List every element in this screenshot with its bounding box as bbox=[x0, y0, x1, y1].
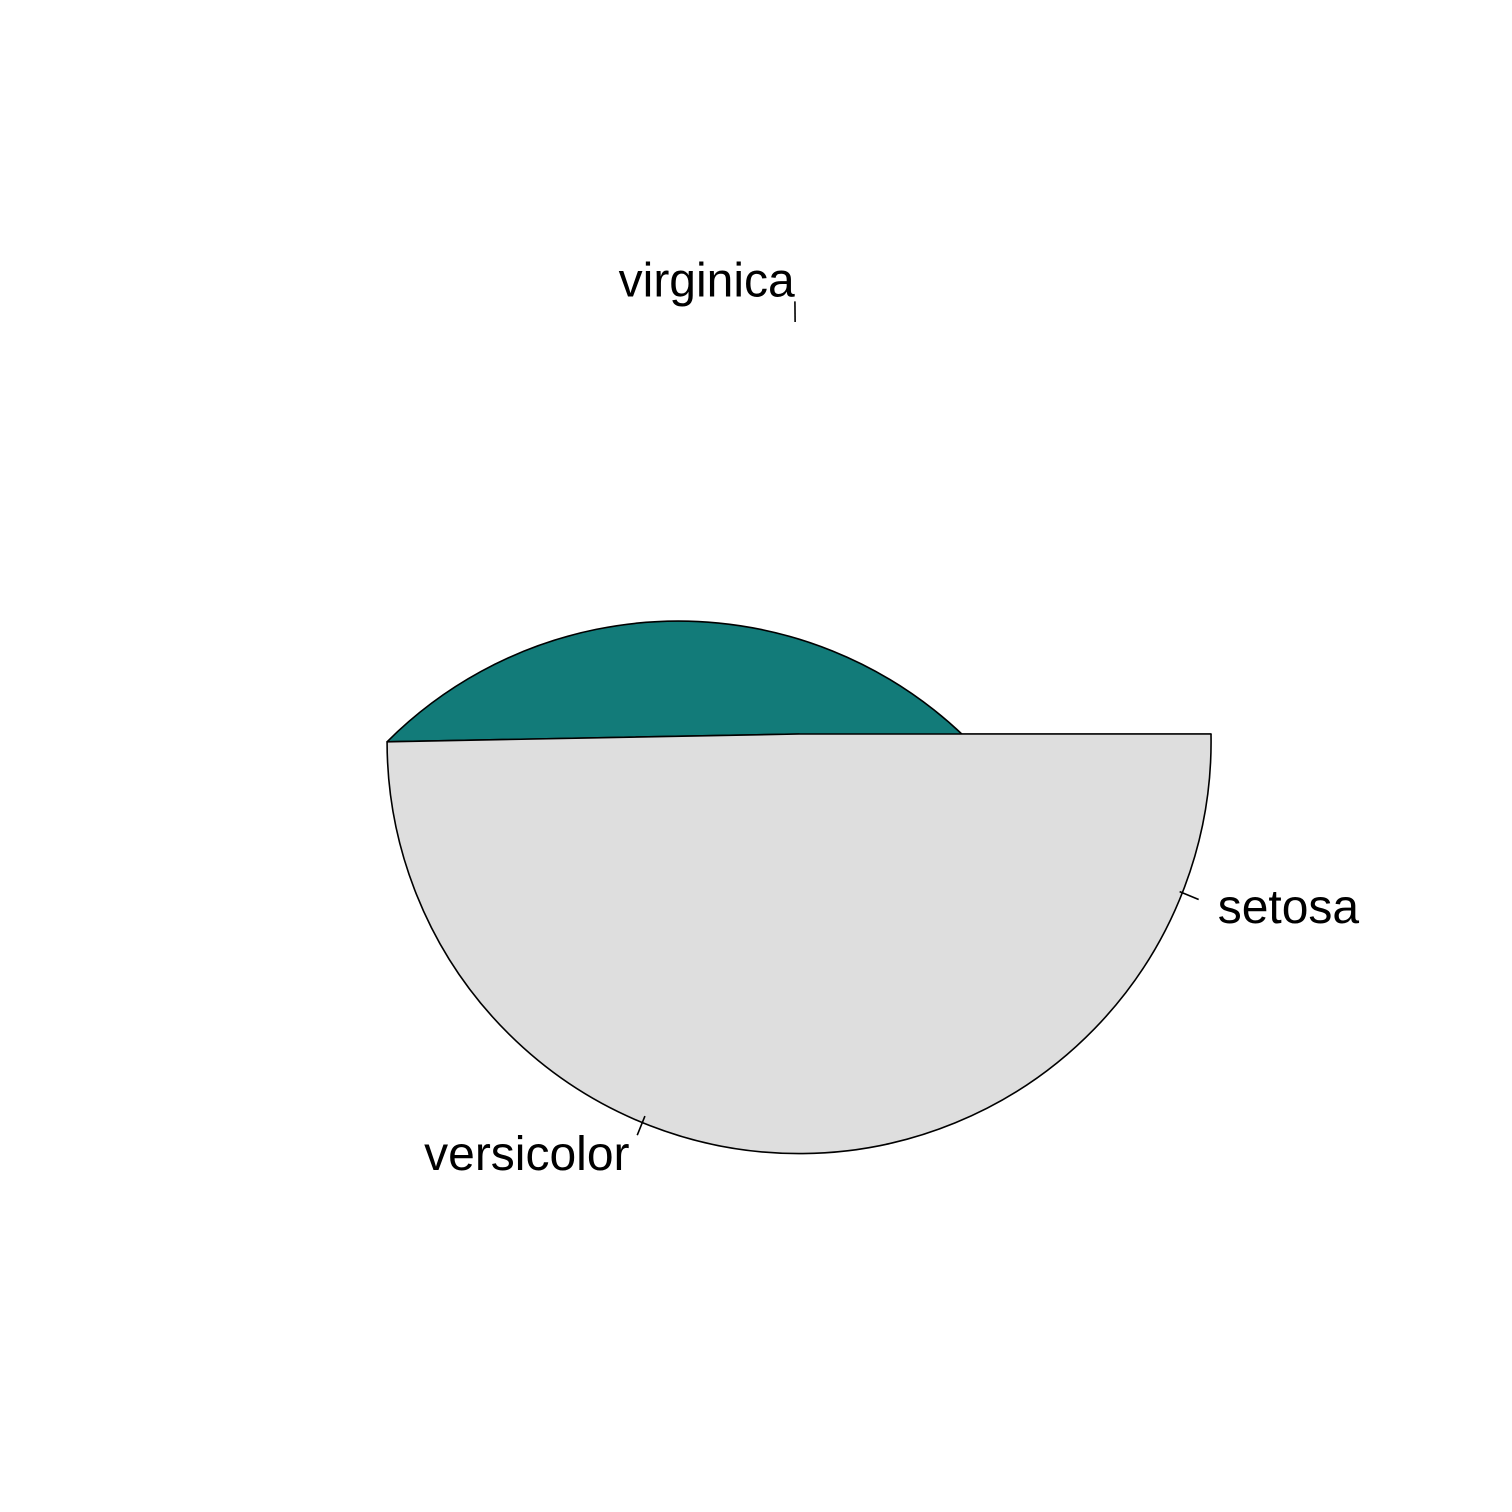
slice-label-setosa: setosa bbox=[1218, 881, 1360, 934]
slice-label-versicolor: versicolor bbox=[424, 1128, 629, 1181]
label-leaders bbox=[636, 301, 1199, 1136]
leader-line-setosa bbox=[1179, 890, 1199, 901]
leader-line-versicolor bbox=[636, 1115, 646, 1136]
pie-slice-virginica bbox=[386, 733, 1212, 1155]
pie-slices bbox=[386, 620, 1212, 1155]
slice-label-virginica: virginica bbox=[619, 254, 795, 307]
slice-labels: setosa versicolor virginica bbox=[424, 254, 1359, 1180]
